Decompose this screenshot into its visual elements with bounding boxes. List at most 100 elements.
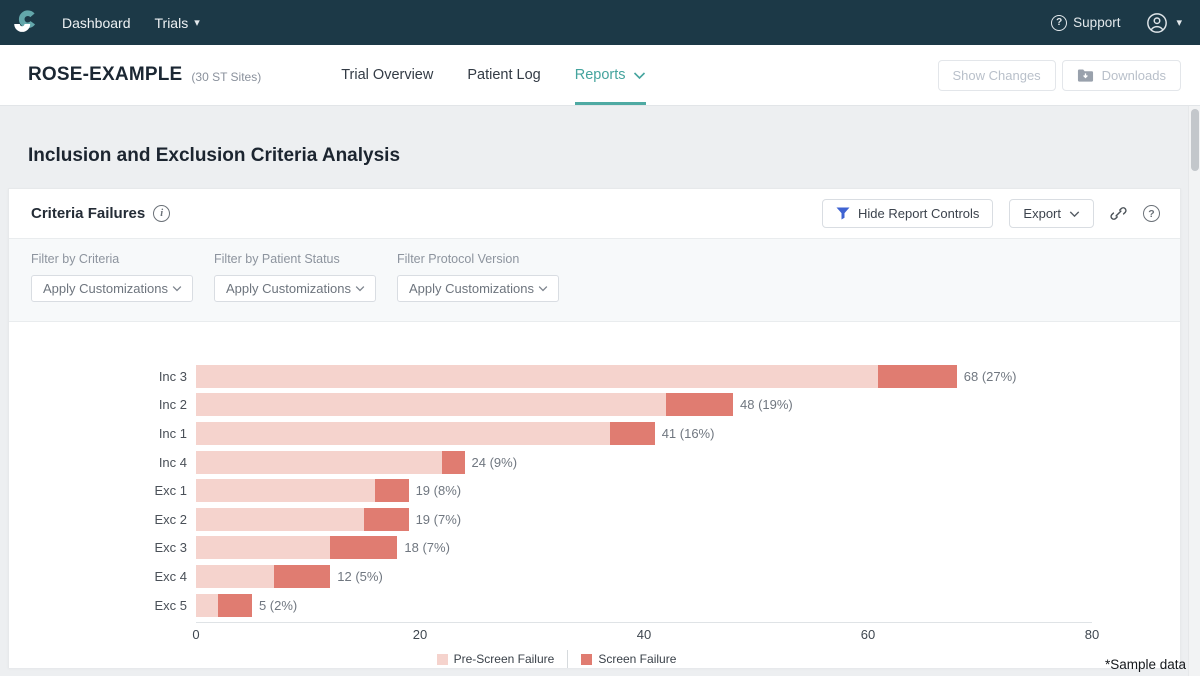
info-icon[interactable]: i	[153, 205, 170, 222]
filter-patient-status-select[interactable]: Apply Customizations	[214, 275, 376, 302]
x-axis-ticks: 020406080	[196, 623, 1092, 644]
bar-value-label: 12 (5%)	[337, 569, 383, 584]
filter-criteria-select[interactable]: Apply Customizations	[31, 275, 193, 302]
bar-track	[196, 536, 1091, 559]
bar-segment-screen-failure[interactable]	[218, 594, 252, 617]
top-navbar: Dashboard Trials ▾ ? Support ▾	[0, 0, 1200, 45]
bar-segment-pre-screen-failure[interactable]	[196, 451, 442, 474]
tab-reports-label: Reports	[575, 67, 626, 83]
filter-funnel-icon	[836, 207, 850, 220]
bar-segment-screen-failure[interactable]	[330, 536, 397, 559]
bar-value-label: 19 (8%)	[416, 483, 462, 498]
share-link-button[interactable]	[1110, 205, 1127, 222]
category-label: Exc 5	[9, 598, 196, 613]
bar-track	[196, 393, 1091, 416]
category-label: Inc 4	[9, 455, 196, 470]
filter-patient-status-value: Apply Customizations	[226, 281, 351, 296]
page-scrollbar-track[interactable]	[1188, 106, 1200, 676]
filter-protocol-version-select[interactable]: Apply Customizations	[397, 275, 559, 302]
bar-segment-pre-screen-failure[interactable]	[196, 565, 274, 588]
chevron-down-icon	[172, 285, 182, 292]
report-help-button[interactable]: ?	[1143, 205, 1160, 222]
bar-value-label: 41 (16%)	[662, 426, 715, 441]
filter-patient-status-label: Filter by Patient Status	[214, 252, 376, 266]
x-tick-label: 0	[192, 627, 199, 642]
bar-value-label: 24 (9%)	[472, 455, 518, 470]
hide-report-controls-button[interactable]: Hide Report Controls	[822, 199, 993, 228]
chevron-down-icon: ▾	[1176, 16, 1182, 29]
nav-support[interactable]: ? Support	[1051, 15, 1120, 31]
chevron-down-icon	[355, 285, 365, 292]
link-icon	[1110, 205, 1127, 222]
nav-trials-menu[interactable]: Trials ▾	[155, 15, 200, 31]
legend-item-pre-screen-failure[interactable]: Pre-Screen Failure	[437, 652, 555, 666]
legend-item-screen-failure[interactable]: Screen Failure	[581, 652, 676, 666]
trial-header: ROSE-EXAMPLE (30 ST Sites) Trial Overvie…	[0, 45, 1200, 106]
bar-segment-screen-failure[interactable]	[878, 365, 956, 388]
bar-track	[196, 479, 1091, 502]
filter-criteria-value: Apply Customizations	[43, 281, 168, 296]
legend-divider	[567, 650, 568, 668]
user-menu[interactable]: ▾	[1146, 12, 1182, 34]
bar-segment-screen-failure[interactable]	[375, 479, 409, 502]
bar-segment-screen-failure[interactable]	[610, 422, 655, 445]
show-changes-button[interactable]: Show Changes	[938, 60, 1056, 91]
bar-segment-pre-screen-failure[interactable]	[196, 479, 375, 502]
trial-tabs: Trial Overview Patient Log Reports	[341, 45, 645, 105]
trial-name: ROSE-EXAMPLE	[28, 64, 182, 86]
help-circle-icon: ?	[1051, 15, 1067, 31]
bar-segment-pre-screen-failure[interactable]	[196, 536, 330, 559]
category-label: Exc 2	[9, 512, 196, 527]
bar-segment-pre-screen-failure[interactable]	[196, 422, 610, 445]
downloads-button[interactable]: Downloads	[1062, 60, 1181, 91]
x-tick-label: 40	[637, 627, 651, 642]
legend-label: Pre-Screen Failure	[454, 652, 555, 666]
bar-segment-pre-screen-failure[interactable]	[196, 594, 218, 617]
hide-report-controls-label: Hide Report Controls	[858, 206, 979, 221]
bar-track	[196, 508, 1091, 531]
bar-track	[196, 594, 1091, 617]
bar-value-label: 19 (7%)	[416, 512, 462, 527]
bar-segment-screen-failure[interactable]	[364, 508, 409, 531]
chevron-down-icon	[633, 71, 646, 80]
category-label: Inc 1	[9, 426, 196, 441]
tab-patient-log[interactable]: Patient Log	[467, 45, 540, 105]
chevron-down-icon	[1069, 210, 1080, 218]
bar-segment-screen-failure[interactable]	[666, 393, 733, 416]
chart-row: Inc 4 24 (9%)	[9, 448, 1180, 477]
report-controls-panel: Filter by Criteria Apply Customizations …	[9, 238, 1180, 322]
chevron-down-icon	[538, 285, 548, 292]
category-label: Exc 4	[9, 569, 196, 584]
x-tick-label: 20	[413, 627, 427, 642]
chart-row: Exc 3 18 (7%)	[9, 534, 1180, 563]
chart-legend: Pre-Screen Failure Screen Failure	[9, 650, 1180, 668]
chart-row: Exc 5 5 (2%)	[9, 591, 1180, 620]
bar-segment-screen-failure[interactable]	[274, 565, 330, 588]
legend-swatch	[581, 654, 592, 665]
page-scrollbar-thumb[interactable]	[1191, 109, 1199, 171]
nav-dashboard[interactable]: Dashboard	[62, 15, 131, 31]
filter-protocol-version-value: Apply Customizations	[409, 281, 534, 296]
bar-value-label: 18 (7%)	[404, 540, 450, 555]
filter-protocol-version-label: Filter Protocol Version	[397, 252, 559, 266]
bar-segment-screen-failure[interactable]	[442, 451, 464, 474]
app-logo-icon[interactable]	[10, 8, 40, 38]
category-label: Exc 3	[9, 540, 196, 555]
chevron-down-icon: ▾	[194, 16, 200, 29]
chart-row: Inc 248 (19%)	[9, 391, 1180, 420]
bar-segment-pre-screen-failure[interactable]	[196, 393, 666, 416]
bar-segment-pre-screen-failure[interactable]	[196, 365, 878, 388]
nav-support-label: Support	[1073, 15, 1120, 30]
tab-reports[interactable]: Reports	[575, 45, 646, 105]
bar-value-label: 5 (2%)	[259, 598, 297, 613]
sample-data-note: *Sample data	[1105, 657, 1186, 672]
tab-trial-overview[interactable]: Trial Overview	[341, 45, 433, 105]
main-content: Inclusion and Exclusion Criteria Analysi…	[0, 106, 1200, 668]
chart-row: Exc 119 (8%)	[9, 476, 1180, 505]
bar-value-label: 48 (19%)	[740, 397, 793, 412]
filter-criteria-label: Filter by Criteria	[31, 252, 193, 266]
bar-segment-pre-screen-failure[interactable]	[196, 508, 364, 531]
export-button[interactable]: Export	[1009, 199, 1094, 228]
filter-protocol-version: Filter Protocol Version Apply Customizat…	[397, 252, 559, 302]
filter-criteria: Filter by Criteria Apply Customizations	[31, 252, 193, 302]
